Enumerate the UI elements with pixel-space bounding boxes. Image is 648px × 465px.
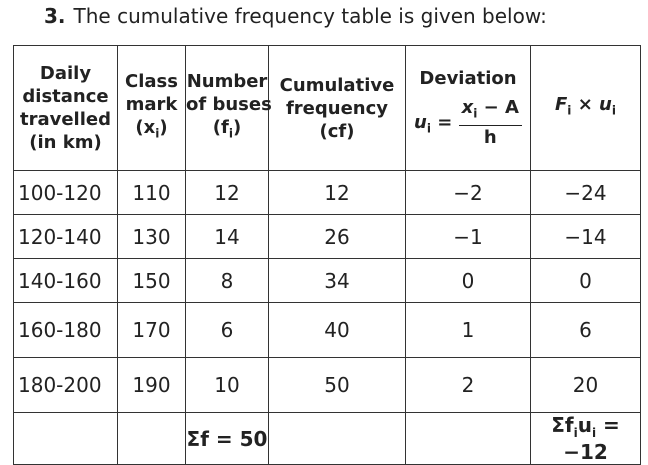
empty-cell <box>117 412 186 465</box>
table-cell: 2 <box>405 357 531 413</box>
subscript: i <box>473 106 478 121</box>
numerator: xi − A <box>458 96 522 127</box>
header-line: Cumulative <box>279 74 395 96</box>
header-cell: Daily distance travelled (in km) <box>13 45 118 171</box>
subscript: i <box>155 126 160 141</box>
subscript: i <box>426 121 431 136</box>
text: (f <box>212 117 229 139</box>
header-line: of buses <box>186 94 272 116</box>
header-line: (in km) <box>29 132 102 153</box>
table-cell: 170 <box>117 302 186 358</box>
header-row: Daily distance travelled (in km) Class m… <box>13 45 641 171</box>
table-cell: 40 <box>268 302 406 358</box>
header-cell: Cumulative frequency (cf) <box>268 45 406 171</box>
table-cell: 140-160 <box>13 258 118 303</box>
subscript: i <box>591 426 597 440</box>
text: × u <box>571 94 612 116</box>
table-cell: −1 <box>405 214 531 259</box>
header-line: frequency <box>285 97 389 119</box>
table-cell: −24 <box>530 170 641 215</box>
header-line: (cf) <box>319 120 355 142</box>
footer-row: Σf = 50 Σfiui = −12 <box>13 412 641 465</box>
table-cell: −14 <box>530 214 641 259</box>
subscript: i <box>228 126 233 141</box>
table-cell: 130 <box>117 214 186 259</box>
header-cell: Class mark (xi) <box>117 45 186 171</box>
table-cell: 160-180 <box>13 302 118 358</box>
denominator: h <box>483 127 497 149</box>
header-line: mark <box>125 94 178 116</box>
text: ) <box>232 117 242 139</box>
header-line: travelled <box>19 109 111 130</box>
sum-cell: Σf = 50 <box>185 412 269 465</box>
text: u <box>414 111 427 133</box>
text: Σf <box>551 413 574 437</box>
subscript: i <box>567 103 572 118</box>
table-cell: 6 <box>530 302 641 358</box>
table-cell: 0 <box>530 258 641 303</box>
sum-cell: Σfiui = −12 <box>530 412 641 465</box>
table-row: 180-200 190 10 50 2 20 <box>13 357 641 413</box>
question-number: 3. <box>44 4 66 28</box>
header-line: Class <box>125 71 178 93</box>
table-cell: 150 <box>117 258 186 303</box>
empty-cell <box>268 412 406 465</box>
table-cell: 12 <box>185 170 269 215</box>
heading: 3. The cumulative frequency table is give… <box>44 4 547 28</box>
table-row: 120-140 130 14 26 −1 −14 <box>13 214 641 259</box>
table-row: 100-120 110 12 12 −2 −24 <box>13 170 641 215</box>
text: u <box>577 413 592 437</box>
text: ) <box>159 117 168 139</box>
header-line: (xi) <box>118 116 185 146</box>
table-cell: 0 <box>405 258 531 303</box>
table-row: 140-160 150 8 34 0 0 <box>13 258 641 303</box>
table-cell: 6 <box>185 302 269 358</box>
header-line: Daily <box>39 63 92 84</box>
table-cell: 120-140 <box>13 214 118 259</box>
table-row: 160-180 170 6 40 1 6 <box>13 302 641 358</box>
subscript: i <box>611 103 616 118</box>
table-cell: −2 <box>405 170 531 215</box>
table-cell: 20 <box>530 357 641 413</box>
header-line: (fi) <box>186 116 268 146</box>
header-line: distance <box>22 86 109 107</box>
header-cell: Number of buses (fi) <box>185 45 272 171</box>
heading-text: The cumulative frequency table is given … <box>73 4 547 28</box>
table-cell: 10 <box>185 357 269 413</box>
frequency-table: Daily distance travelled (in km) Class m… <box>13 45 641 465</box>
table-body: 100-120 110 12 12 −2 −24 120-140 130 14 26 −1 −14 14… <box>13 170 641 413</box>
text: − A <box>477 96 519 118</box>
header-line: Number <box>186 71 268 93</box>
empty-cell <box>13 412 118 465</box>
table-cell: 100-120 <box>13 170 118 215</box>
table-cell: 50 <box>268 357 406 413</box>
text: (x <box>135 117 156 139</box>
table-cell: 190 <box>117 357 186 413</box>
header-cell: Fi × ui <box>530 45 641 171</box>
subscript: i <box>573 426 578 440</box>
table-cell: 8 <box>185 258 269 303</box>
empty-cell <box>405 412 531 465</box>
table-cell: 1 <box>405 302 531 358</box>
header-line: Fi × ui <box>531 93 640 123</box>
table-cell: 34 <box>268 258 406 303</box>
table-cell: 180-200 <box>13 357 118 413</box>
table-cell: 26 <box>268 214 406 259</box>
text: = −12 <box>563 413 620 464</box>
text: x <box>461 96 474 118</box>
table-cell: 14 <box>185 214 269 259</box>
table-cell: 12 <box>268 170 406 215</box>
header-line: Deviation <box>419 67 517 89</box>
text: = <box>437 111 453 133</box>
table-cell: 110 <box>117 170 186 215</box>
text: F <box>555 94 568 116</box>
